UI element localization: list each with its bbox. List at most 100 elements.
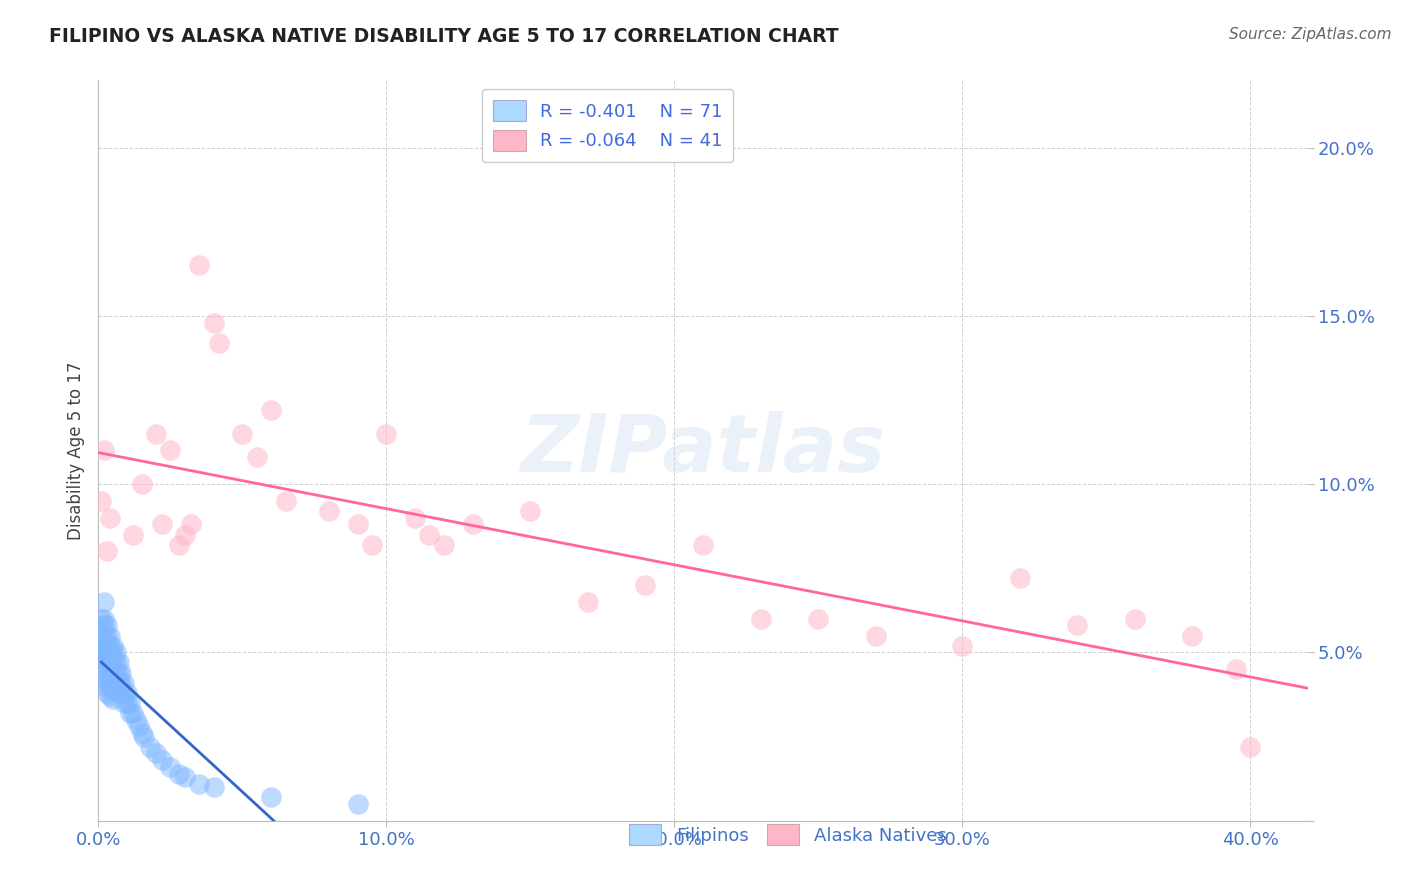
Point xyxy=(131,477,153,491)
Point xyxy=(90,494,112,508)
Text: Source: ZipAtlas.com: Source: ZipAtlas.com xyxy=(1229,27,1392,42)
Point xyxy=(98,656,121,670)
Text: FILIPINO VS ALASKA NATIVE DISABILITY AGE 5 TO 17 CORRELATION CHART: FILIPINO VS ALASKA NATIVE DISABILITY AGE… xyxy=(49,27,839,45)
Point xyxy=(98,673,121,687)
Point xyxy=(404,510,426,524)
Point xyxy=(159,760,181,774)
Point xyxy=(90,612,112,626)
Point xyxy=(167,538,190,552)
Point xyxy=(96,652,118,666)
Point xyxy=(101,639,124,653)
Point xyxy=(1239,739,1261,754)
Point xyxy=(101,645,124,659)
Point xyxy=(104,675,127,690)
Point xyxy=(128,719,150,733)
Point xyxy=(93,679,115,693)
Point xyxy=(104,665,127,680)
Point xyxy=(576,595,599,609)
Point xyxy=(180,517,202,532)
Point xyxy=(104,645,127,659)
Point xyxy=(202,780,225,794)
Point xyxy=(260,403,283,417)
Point xyxy=(96,645,118,659)
Point xyxy=(122,706,145,720)
Point xyxy=(110,665,132,680)
Point xyxy=(96,618,118,632)
Point xyxy=(115,686,138,700)
Point xyxy=(131,726,153,740)
Point xyxy=(101,656,124,670)
Point xyxy=(634,578,657,592)
Point xyxy=(418,527,440,541)
Point xyxy=(93,673,115,687)
Point xyxy=(122,527,145,541)
Point xyxy=(361,538,384,552)
Point xyxy=(202,316,225,330)
Point xyxy=(93,639,115,653)
Point xyxy=(93,652,115,666)
Point xyxy=(433,538,456,552)
Point xyxy=(318,504,340,518)
Point xyxy=(107,675,129,690)
Point xyxy=(188,776,211,791)
Point xyxy=(93,645,115,659)
Point xyxy=(107,665,129,680)
Point xyxy=(692,538,714,552)
Point xyxy=(115,696,138,710)
Point xyxy=(749,612,772,626)
Point xyxy=(96,628,118,642)
Point xyxy=(1181,628,1204,642)
Point xyxy=(150,517,173,532)
Point xyxy=(104,656,127,670)
Point xyxy=(167,766,190,780)
Point xyxy=(93,662,115,676)
Point xyxy=(519,504,541,518)
Point xyxy=(98,679,121,693)
Point xyxy=(375,426,398,441)
Point xyxy=(101,665,124,680)
Point xyxy=(98,510,121,524)
Point xyxy=(110,686,132,700)
Point xyxy=(98,689,121,703)
Point xyxy=(93,443,115,458)
Y-axis label: Disability Age 5 to 17: Disability Age 5 to 17 xyxy=(66,361,84,540)
Point xyxy=(145,426,167,441)
Point xyxy=(112,686,135,700)
Point xyxy=(98,645,121,659)
Point xyxy=(96,662,118,676)
Point xyxy=(139,739,162,754)
Point xyxy=(1008,571,1031,585)
Point xyxy=(90,652,112,666)
Point xyxy=(260,790,283,805)
Point xyxy=(96,673,118,687)
Point xyxy=(98,662,121,676)
Point xyxy=(98,628,121,642)
Point xyxy=(1066,618,1088,632)
Point xyxy=(1225,662,1247,676)
Point xyxy=(101,673,124,687)
Point xyxy=(173,770,195,784)
Point xyxy=(1123,612,1146,626)
Point xyxy=(125,713,148,727)
Point xyxy=(93,628,115,642)
Point xyxy=(159,443,181,458)
Point xyxy=(134,730,156,744)
Point xyxy=(93,612,115,626)
Point xyxy=(96,639,118,653)
Point xyxy=(865,628,887,642)
Point xyxy=(93,595,115,609)
Point xyxy=(231,426,253,441)
Point xyxy=(807,612,830,626)
Point xyxy=(173,527,195,541)
Point xyxy=(110,675,132,690)
Point xyxy=(107,686,129,700)
Point xyxy=(107,656,129,670)
Point xyxy=(120,696,142,710)
Point xyxy=(145,747,167,761)
Point xyxy=(150,753,173,767)
Point xyxy=(112,675,135,690)
Point xyxy=(246,450,269,465)
Point xyxy=(90,628,112,642)
Text: ZIPatlas: ZIPatlas xyxy=(520,411,886,490)
Point xyxy=(188,258,211,272)
